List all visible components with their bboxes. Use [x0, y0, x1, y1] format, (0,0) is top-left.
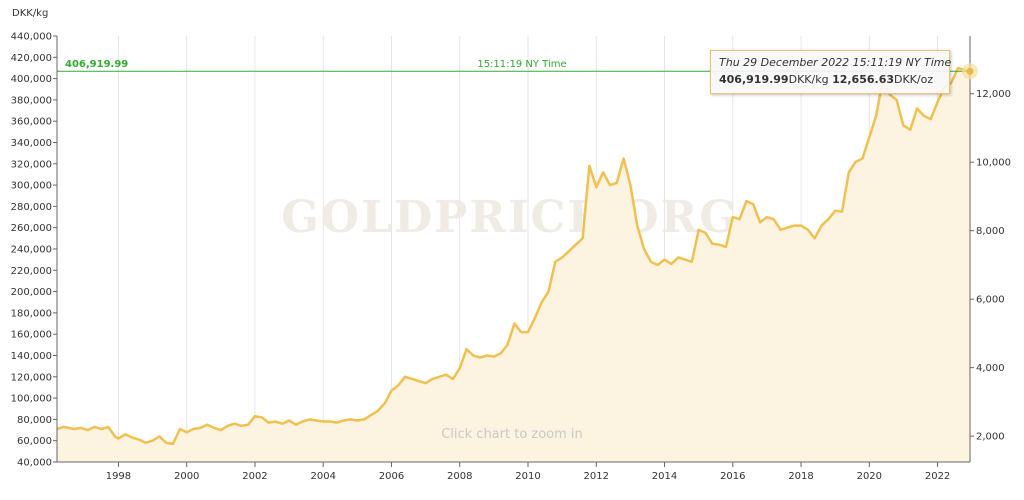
current-time-label: 15:11:19 NY Time [477, 59, 566, 70]
x-tick-label: 2004 [310, 471, 335, 482]
tooltip-oz-unit: DKK/oz [894, 73, 934, 86]
x-tick-label: 2002 [242, 471, 267, 482]
y-left-tick-label: 400,000 [11, 74, 52, 85]
y-left-tick-label: 220,000 [11, 266, 52, 277]
x-tick-label: 2016 [720, 471, 745, 482]
y-right-tick-label: 2,000 [976, 432, 1005, 443]
y-left-tick-label: 140,000 [11, 351, 52, 362]
y-left-tick-label: 40,000 [17, 458, 52, 469]
y-right-tick-label: 10,000 [976, 158, 1011, 169]
x-tick-label: 2014 [652, 471, 677, 482]
x-tick-label: 2022 [925, 471, 950, 482]
y-right-tick-label: 6,000 [976, 295, 1005, 306]
y-left-tick-label: 340,000 [11, 138, 52, 149]
watermark: GOLDPRICE.ORG [281, 192, 739, 243]
y-left-tick-label: 100,000 [11, 394, 52, 405]
y-left-tick-label: 440,000 [11, 32, 52, 43]
y-left-tick-label: 360,000 [11, 117, 52, 128]
y-left-tick-label: 200,000 [11, 287, 52, 298]
x-tick-label: 2000 [174, 471, 199, 482]
price-area [57, 67, 970, 463]
x-tick-label: 2006 [379, 471, 404, 482]
zoom-hint[interactable]: Click chart to zoom in [441, 427, 583, 442]
y-left-tick-label: 240,000 [11, 245, 52, 256]
y-axis-left: 40,000 60,000 80,000 100,000 120,000 140,000 1… [11, 32, 58, 469]
tooltip-kg-unit: DKK/kg [788, 73, 829, 86]
x-tick-label: 2020 [857, 471, 882, 482]
y-axis-unit-label: DKK/kg [12, 8, 48, 19]
y-left-tick-label: 80,000 [17, 415, 52, 426]
y-right-tick-label: 8,000 [976, 226, 1005, 237]
y-left-tick-label: 60,000 [17, 436, 52, 447]
x-tick-label: 1998 [106, 471, 131, 482]
x-tick-label: 2012 [584, 471, 609, 482]
current-point-marker[interactable] [966, 67, 974, 75]
y-left-tick-label: 380,000 [11, 95, 52, 106]
x-tick-label: 2008 [447, 471, 472, 482]
x-axis: 1998 2000 2002 2004 2006 2008 2010 2012 2014 2016… [57, 461, 970, 482]
price-line[interactable] [56, 66, 971, 446]
y-right-tick-label: 12,000 [976, 89, 1011, 100]
y-left-tick-label: 120,000 [11, 372, 52, 383]
price-tooltip: Thu 29 December 2022 15:11:19 NY Time 40… [710, 50, 952, 94]
y-right-tick-label: 4,000 [976, 363, 1005, 374]
y-left-tick-label: 420,000 [11, 53, 52, 64]
y-left-tick-label: 300,000 [11, 181, 52, 192]
tooltip-kg-value: 406,919.99 [719, 73, 789, 86]
tooltip-date: Thu 29 December 2022 15:11:19 NY Time [719, 56, 952, 69]
y-left-tick-label: 320,000 [11, 159, 52, 170]
x-tick-label: 2010 [515, 471, 540, 482]
y-left-tick-label: 260,000 [11, 223, 52, 234]
x-tick-label: 2018 [788, 471, 813, 482]
y-left-tick-label: 180,000 [11, 308, 52, 319]
y-left-tick-label: 160,000 [11, 330, 52, 341]
y-left-tick-label: 280,000 [11, 202, 52, 213]
current-price-label: 406,919.99 [65, 59, 128, 70]
tooltip-oz-value: 12,656.63 [832, 73, 894, 86]
y-axis-right: 2,000 4,000 6,000 8,000 10,000 12,000 [969, 36, 1011, 462]
